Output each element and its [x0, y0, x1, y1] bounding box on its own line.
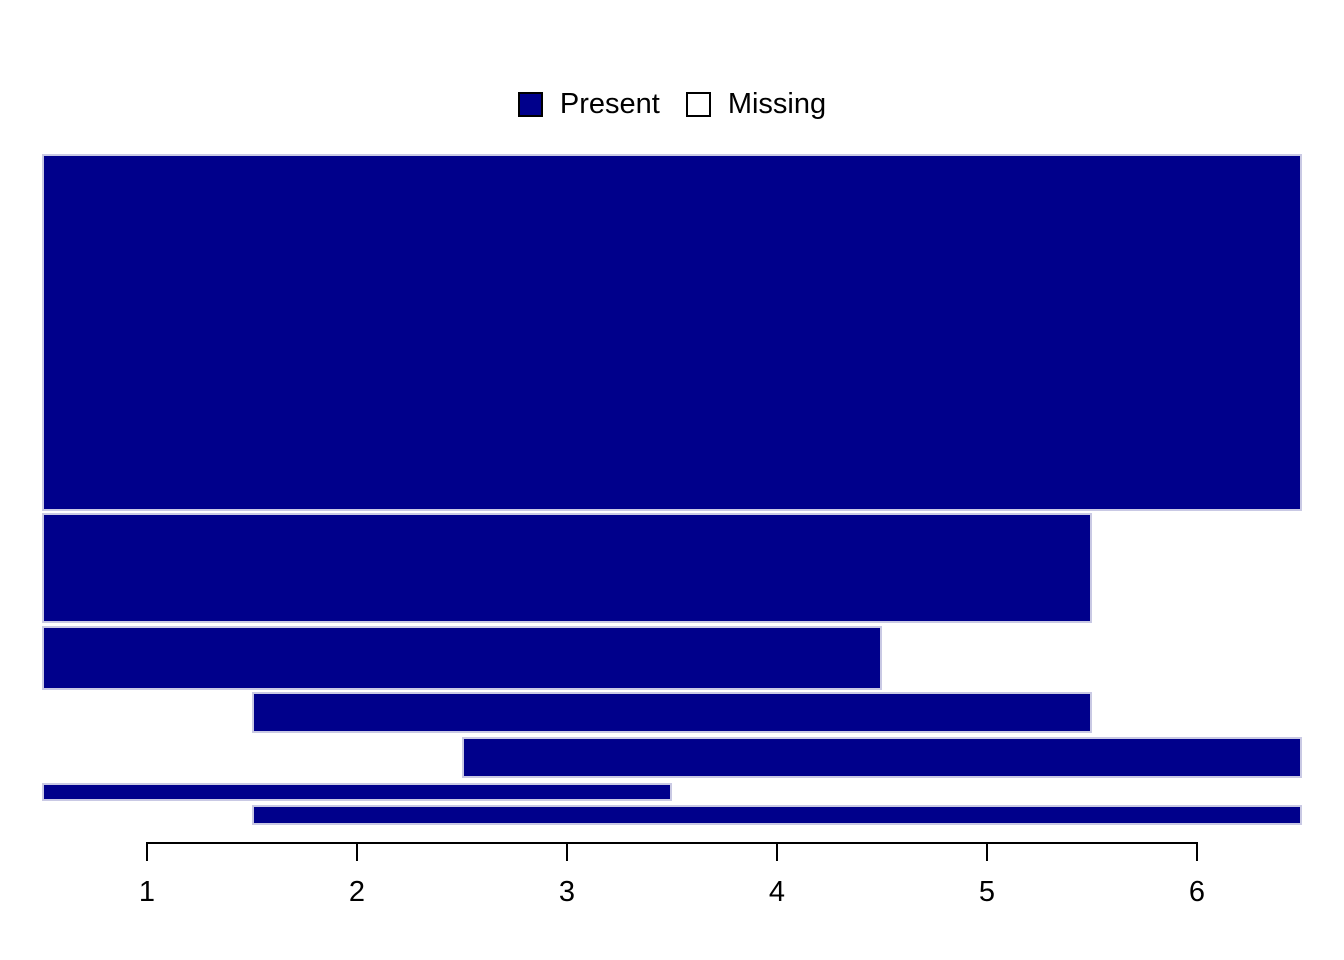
- x-tick-label-3: 3: [558, 876, 576, 908]
- pattern-bar-5: [462, 737, 1302, 778]
- legend-item-missing: Missing: [685, 87, 827, 120]
- pattern-bar-6: [42, 783, 672, 801]
- legend: Present Missing: [0, 86, 1344, 122]
- x-tick-label-4: 4: [768, 876, 786, 908]
- x-axis-tick-5: [986, 842, 988, 861]
- pattern-bar-7: [252, 805, 1302, 825]
- pattern-bar-3: [42, 626, 882, 690]
- pattern-bar-1: [42, 154, 1302, 511]
- x-tick-label-1: 1: [138, 876, 156, 908]
- x-axis-tick-4: [776, 842, 778, 861]
- pattern-bar-2: [42, 513, 1092, 623]
- x-axis-line: [146, 842, 1198, 844]
- present-swatch-icon: [517, 91, 543, 117]
- x-axis-tick-6: [1196, 842, 1198, 861]
- legend-label-missing: Missing: [727, 87, 827, 120]
- legend-item-present: Present: [517, 87, 660, 120]
- x-axis-tick-2: [356, 842, 358, 861]
- pattern-bar-4: [252, 692, 1092, 733]
- missing-swatch-icon: [685, 91, 711, 117]
- x-axis-tick-1: [146, 842, 148, 861]
- x-tick-label-5: 5: [978, 876, 996, 908]
- legend-label-present: Present: [559, 87, 660, 120]
- x-tick-label-6: 6: [1188, 876, 1206, 908]
- x-tick-label-2: 2: [348, 876, 366, 908]
- x-axis-tick-3: [566, 842, 568, 861]
